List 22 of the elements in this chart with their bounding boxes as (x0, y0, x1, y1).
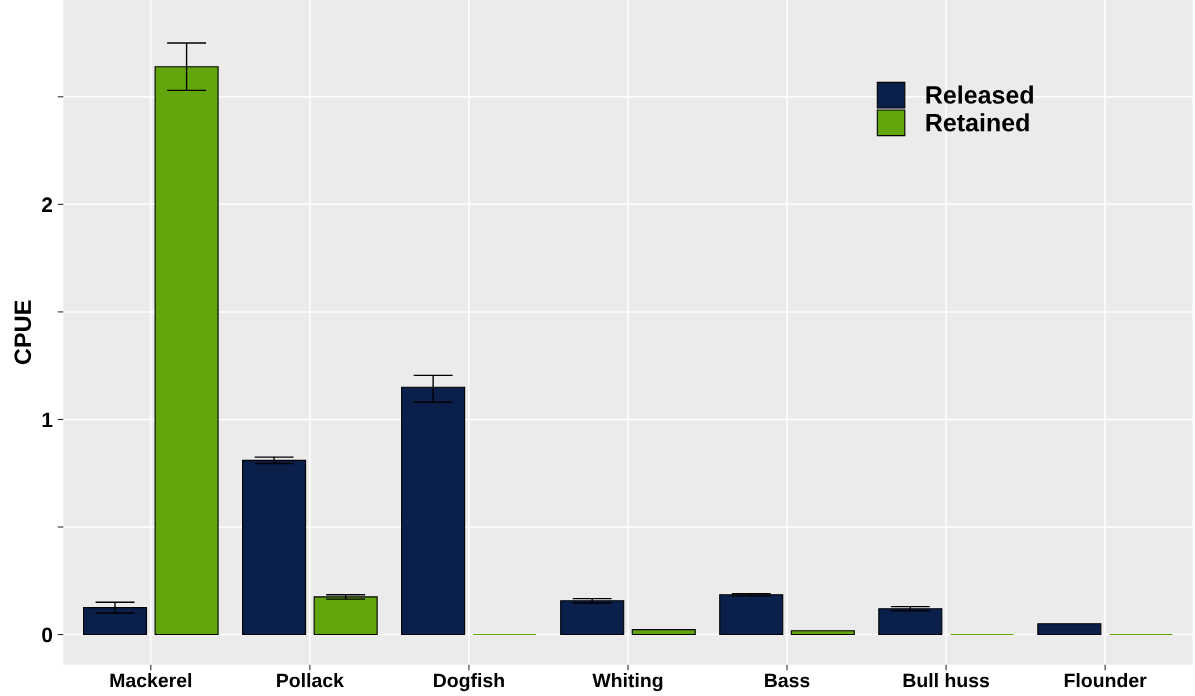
bar (631, 629, 696, 636)
bar (719, 594, 784, 636)
bar (313, 596, 378, 636)
x-tick-label: Bass (765, 673, 810, 688)
y-tick-label: 2 (42, 197, 53, 212)
bar (790, 630, 855, 636)
bar (242, 459, 307, 636)
x-tick-label: Dogfish (434, 673, 504, 692)
legend-label: Retained (926, 113, 1029, 132)
bar (1037, 623, 1102, 636)
x-tick-label: Whiting (592, 673, 663, 692)
x-tick-label: Flounder (1064, 673, 1147, 688)
x-tick-label: Bull huss (903, 673, 990, 688)
x-tick-label: Mackerel (110, 673, 192, 688)
bar (560, 600, 625, 636)
bar (878, 608, 943, 636)
y-tick-label: 1 (42, 412, 53, 428)
bar (82, 607, 148, 636)
y-axis-title: CPUE (14, 300, 32, 365)
legend-label: Released (926, 85, 1033, 104)
y-tick-label: 0 (42, 627, 53, 643)
x-tick-label: Pollack (277, 673, 344, 688)
